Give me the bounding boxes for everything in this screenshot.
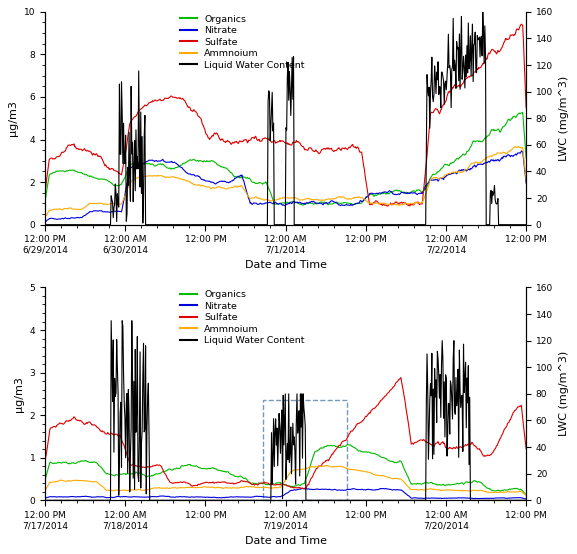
Y-axis label: μg/m3: μg/m3 (8, 100, 18, 136)
Y-axis label: μg/m3: μg/m3 (14, 376, 24, 412)
Y-axis label: LWC (mg/m^3): LWC (mg/m^3) (559, 76, 569, 161)
Bar (263, 400, 347, 500)
Y-axis label: LWC (mg/m^3): LWC (mg/m^3) (559, 351, 569, 437)
X-axis label: Date and Time: Date and Time (245, 260, 327, 270)
X-axis label: Date and Time: Date and Time (245, 536, 327, 546)
Legend: Organics, Nitrate, Sulfate, Ammnoium, Liquid Water Content: Organics, Nitrate, Sulfate, Ammnoium, Li… (179, 14, 305, 70)
Legend: Organics, Nitrate, Sulfate, Ammnoium, Liquid Water Content: Organics, Nitrate, Sulfate, Ammnoium, Li… (179, 290, 305, 345)
